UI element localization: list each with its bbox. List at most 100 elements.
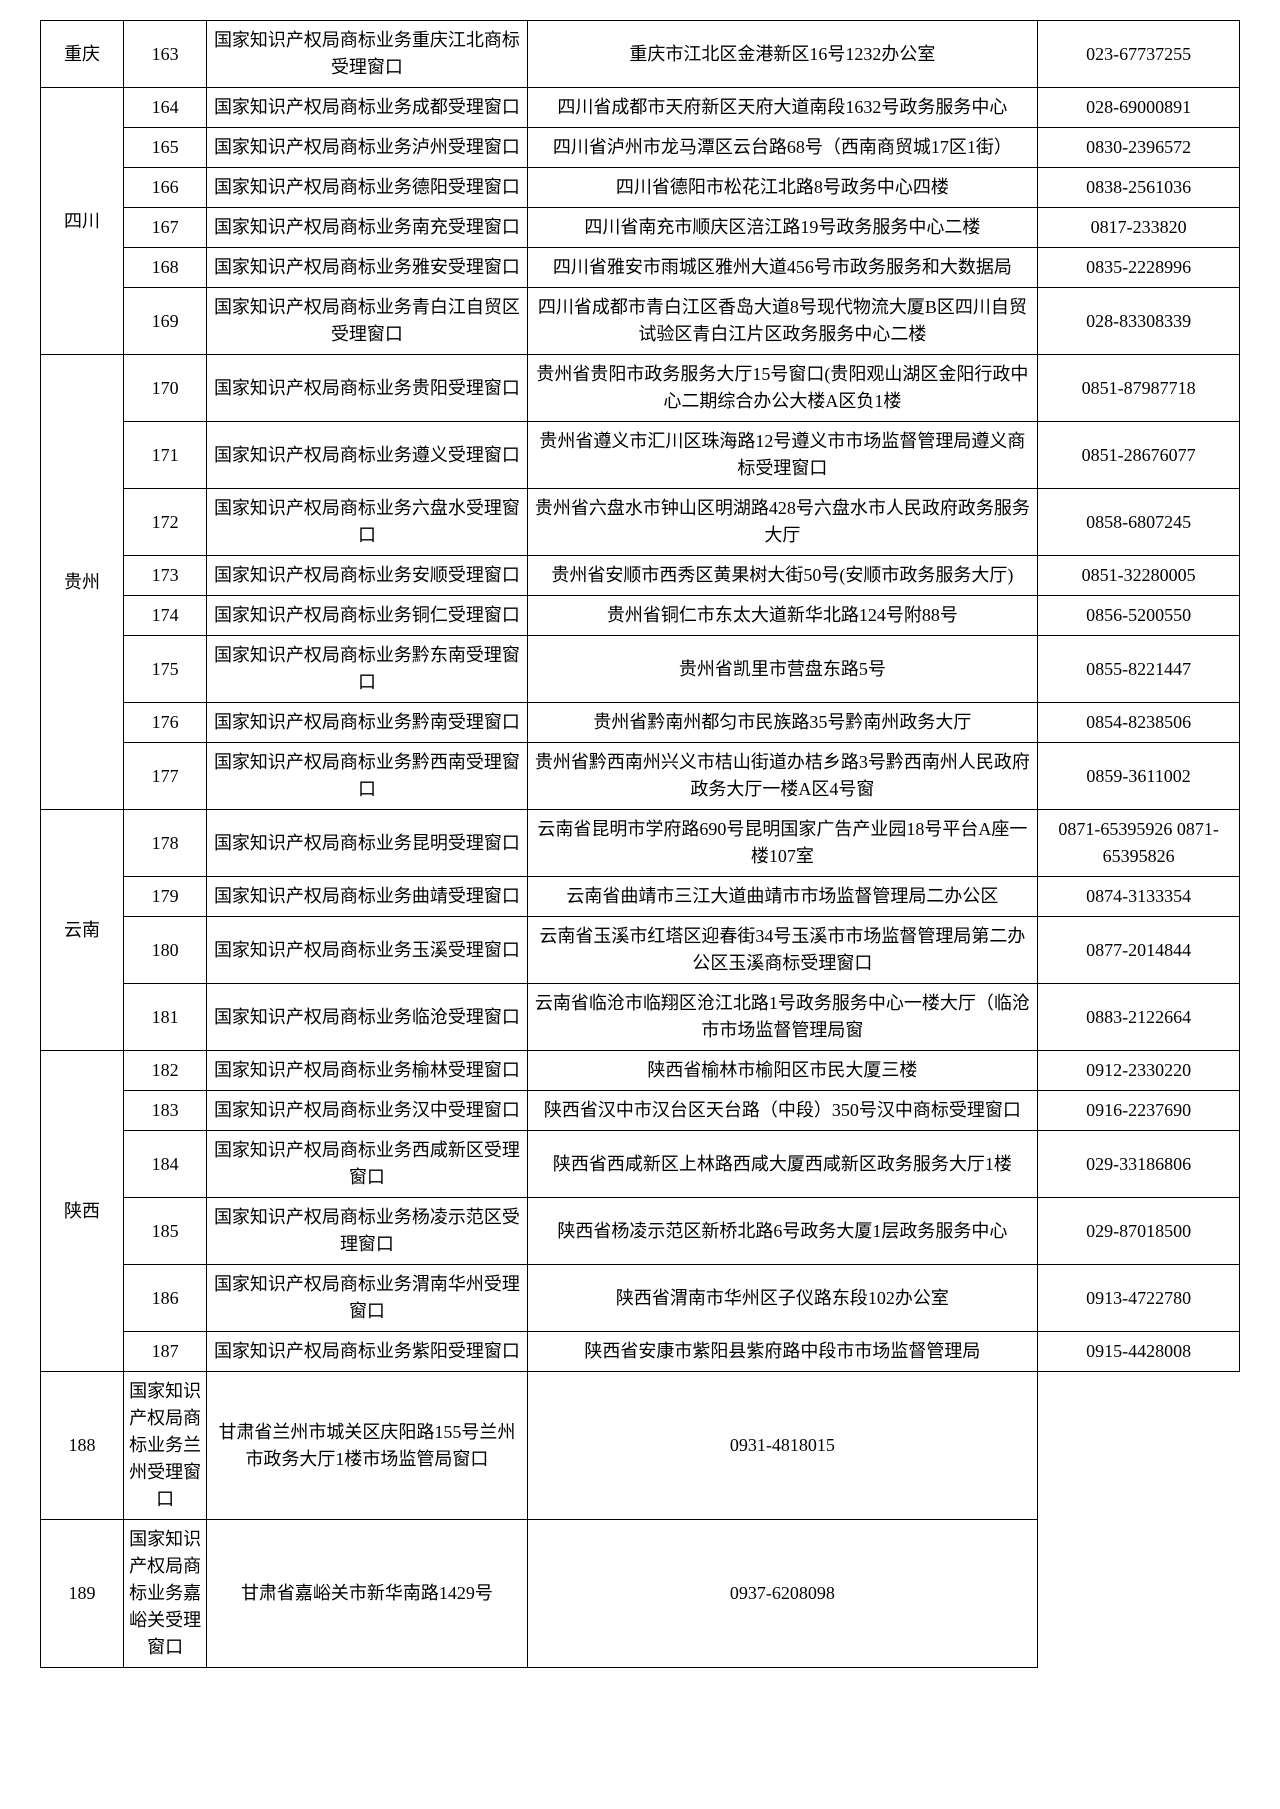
phone-cell: 0838-2561036 (1038, 168, 1240, 208)
address-cell: 云南省昆明市学府路690号昆明国家广告产业园18号平台A座一楼107室 (527, 810, 1037, 877)
address-cell: 贵州省遵义市汇川区珠海路12号遵义市市场监督管理局遵义商标受理窗口 (527, 422, 1037, 489)
table-row: 165国家知识产权局商标业务泸州受理窗口四川省泸州市龙马潭区云台路68号（西南商… (41, 128, 1240, 168)
number-cell: 172 (124, 489, 207, 556)
table-row: 169国家知识产权局商标业务青白江自贸区受理窗口四川省成都市青白江区香岛大道8号… (41, 288, 1240, 355)
address-cell: 四川省泸州市龙马潭区云台路68号（西南商贸城17区1街） (527, 128, 1037, 168)
address-cell: 贵州省凯里市营盘东路5号 (527, 636, 1037, 703)
address-cell: 陕西省杨凌示范区新桥北路6号政务大厦1层政务服务中心 (527, 1198, 1037, 1265)
phone-cell: 0851-87987718 (1038, 355, 1240, 422)
office-name-cell: 国家知识产权局商标业务黔南受理窗口 (207, 703, 528, 743)
phone-cell: 0855-8221447 (1038, 636, 1240, 703)
province-cell: 四川 (41, 88, 124, 355)
office-name-cell: 国家知识产权局商标业务兰州受理窗口 (124, 1372, 207, 1520)
table-row: 186国家知识产权局商标业务渭南华州受理窗口陕西省渭南市华州区子仪路东段102办… (41, 1265, 1240, 1332)
office-name-cell: 国家知识产权局商标业务玉溪受理窗口 (207, 917, 528, 984)
table-row: 167国家知识产权局商标业务南充受理窗口四川省南充市顺庆区涪江路19号政务服务中… (41, 208, 1240, 248)
office-name-cell: 国家知识产权局商标业务临沧受理窗口 (207, 984, 528, 1051)
number-cell: 181 (124, 984, 207, 1051)
number-cell: 169 (124, 288, 207, 355)
trademark-office-table: 重庆163国家知识产权局商标业务重庆江北商标受理窗口重庆市江北区金港新区16号1… (40, 20, 1240, 1668)
table-row: 172国家知识产权局商标业务六盘水受理窗口贵州省六盘水市钟山区明湖路428号六盘… (41, 489, 1240, 556)
office-name-cell: 国家知识产权局商标业务西咸新区受理窗口 (207, 1131, 528, 1198)
phone-cell: 0856-5200550 (1038, 596, 1240, 636)
table-row: 189国家知识产权局商标业务嘉峪关受理窗口甘肃省嘉峪关市新华南路1429号093… (41, 1520, 1240, 1668)
number-cell: 184 (124, 1131, 207, 1198)
number-cell: 166 (124, 168, 207, 208)
address-cell: 四川省德阳市松花江北路8号政务中心四楼 (527, 168, 1037, 208)
office-name-cell: 国家知识产权局商标业务六盘水受理窗口 (207, 489, 528, 556)
number-cell: 176 (124, 703, 207, 743)
number-cell: 178 (124, 810, 207, 877)
address-cell: 四川省雅安市雨城区雅州大道456号市政务服务和大数据局 (527, 248, 1037, 288)
phone-cell: 028-83308339 (1038, 288, 1240, 355)
phone-cell: 0877-2014844 (1038, 917, 1240, 984)
address-cell: 云南省临沧市临翔区沧江北路1号政务服务中心一楼大厅（临沧市市场监督管理局窗 (527, 984, 1037, 1051)
number-cell: 164 (124, 88, 207, 128)
table-row: 176国家知识产权局商标业务黔南受理窗口贵州省黔南州都匀市民族路35号黔南州政务… (41, 703, 1240, 743)
table-row: 166国家知识产权局商标业务德阳受理窗口四川省德阳市松花江北路8号政务中心四楼0… (41, 168, 1240, 208)
table-row: 184国家知识产权局商标业务西咸新区受理窗口陕西省西咸新区上林路西咸大厦西咸新区… (41, 1131, 1240, 1198)
address-cell: 陕西省渭南市华州区子仪路东段102办公室 (527, 1265, 1037, 1332)
address-cell: 四川省南充市顺庆区涪江路19号政务服务中心二楼 (527, 208, 1037, 248)
office-name-cell: 国家知识产权局商标业务黔西南受理窗口 (207, 743, 528, 810)
table-row: 188国家知识产权局商标业务兰州受理窗口甘肃省兰州市城关区庆阳路155号兰州市政… (41, 1372, 1240, 1520)
office-name-cell: 国家知识产权局商标业务遵义受理窗口 (207, 422, 528, 489)
number-cell: 182 (124, 1051, 207, 1091)
address-cell: 陕西省西咸新区上林路西咸大厦西咸新区政务服务大厅1楼 (527, 1131, 1037, 1198)
address-cell: 四川省成都市青白江区香岛大道8号现代物流大厦B区四川自贸试验区青白江片区政务服务… (527, 288, 1037, 355)
office-name-cell: 国家知识产权局商标业务汉中受理窗口 (207, 1091, 528, 1131)
number-cell: 173 (124, 556, 207, 596)
office-name-cell: 国家知识产权局商标业务嘉峪关受理窗口 (124, 1520, 207, 1668)
phone-cell: 0937-6208098 (527, 1520, 1037, 1668)
number-cell: 179 (124, 877, 207, 917)
address-cell: 贵州省贵阳市政务服务大厅15号窗口(贵阳观山湖区金阳行政中心二期综合办公大楼A区… (527, 355, 1037, 422)
phone-cell: 0851-28676077 (1038, 422, 1240, 489)
office-name-cell: 国家知识产权局商标业务泸州受理窗口 (207, 128, 528, 168)
province-cell: 云南 (41, 810, 124, 1051)
table-row: 175国家知识产权局商标业务黔东南受理窗口贵州省凯里市营盘东路5号0855-82… (41, 636, 1240, 703)
address-cell: 陕西省安康市紫阳县紫府路中段市市场监督管理局 (527, 1332, 1037, 1372)
phone-cell: 0830-2396572 (1038, 128, 1240, 168)
phone-cell: 0931-4818015 (527, 1372, 1037, 1520)
phone-cell: 0871-65395926 0871-65395826 (1038, 810, 1240, 877)
office-name-cell: 国家知识产权局商标业务贵阳受理窗口 (207, 355, 528, 422)
table-row: 187国家知识产权局商标业务紫阳受理窗口陕西省安康市紫阳县紫府路中段市市场监督管… (41, 1332, 1240, 1372)
table-row: 173国家知识产权局商标业务安顺受理窗口贵州省安顺市西秀区黄果树大街50号(安顺… (41, 556, 1240, 596)
table-row: 171国家知识产权局商标业务遵义受理窗口贵州省遵义市汇川区珠海路12号遵义市市场… (41, 422, 1240, 489)
table-row: 陕西182国家知识产权局商标业务榆林受理窗口陕西省榆林市榆阳区市民大厦三楼091… (41, 1051, 1240, 1091)
office-name-cell: 国家知识产权局商标业务南充受理窗口 (207, 208, 528, 248)
address-cell: 云南省玉溪市红塔区迎春街34号玉溪市市场监督管理局第二办公区玉溪商标受理窗口 (527, 917, 1037, 984)
phone-cell: 028-69000891 (1038, 88, 1240, 128)
table-container: 重庆163国家知识产权局商标业务重庆江北商标受理窗口重庆市江北区金港新区16号1… (40, 20, 1240, 1668)
office-name-cell: 国家知识产权局商标业务杨凌示范区受理窗口 (207, 1198, 528, 1265)
phone-cell: 0859-3611002 (1038, 743, 1240, 810)
number-cell: 180 (124, 917, 207, 984)
address-cell: 贵州省黔西南州兴义市桔山街道办桔乡路3号黔西南州人民政府政务大厅一楼A区4号窗 (527, 743, 1037, 810)
table-row: 177国家知识产权局商标业务黔西南受理窗口贵州省黔西南州兴义市桔山街道办桔乡路3… (41, 743, 1240, 810)
phone-cell: 029-87018500 (1038, 1198, 1240, 1265)
table-row: 185国家知识产权局商标业务杨凌示范区受理窗口陕西省杨凌示范区新桥北路6号政务大… (41, 1198, 1240, 1265)
number-cell: 177 (124, 743, 207, 810)
number-cell: 183 (124, 1091, 207, 1131)
table-row: 四川164国家知识产权局商标业务成都受理窗口四川省成都市天府新区天府大道南段16… (41, 88, 1240, 128)
office-name-cell: 国家知识产权局商标业务德阳受理窗口 (207, 168, 528, 208)
office-name-cell: 国家知识产权局商标业务成都受理窗口 (207, 88, 528, 128)
number-cell: 185 (124, 1198, 207, 1265)
address-cell: 云南省曲靖市三江大道曲靖市市场监督管理局二办公区 (527, 877, 1037, 917)
province-cell: 陕西 (41, 1051, 124, 1372)
table-row: 181国家知识产权局商标业务临沧受理窗口云南省临沧市临翔区沧江北路1号政务服务中… (41, 984, 1240, 1051)
address-cell: 陕西省榆林市榆阳区市民大厦三楼 (527, 1051, 1037, 1091)
office-name-cell: 国家知识产权局商标业务重庆江北商标受理窗口 (207, 21, 528, 88)
province-cell: 重庆 (41, 21, 124, 88)
office-name-cell: 国家知识产权局商标业务黔东南受理窗口 (207, 636, 528, 703)
office-name-cell: 国家知识产权局商标业务雅安受理窗口 (207, 248, 528, 288)
address-cell: 贵州省黔南州都匀市民族路35号黔南州政务大厅 (527, 703, 1037, 743)
address-cell: 重庆市江北区金港新区16号1232办公室 (527, 21, 1037, 88)
phone-cell: 0883-2122664 (1038, 984, 1240, 1051)
table-row: 180国家知识产权局商标业务玉溪受理窗口云南省玉溪市红塔区迎春街34号玉溪市市场… (41, 917, 1240, 984)
phone-cell: 0858-6807245 (1038, 489, 1240, 556)
number-cell: 189 (41, 1520, 124, 1668)
phone-cell: 0874-3133354 (1038, 877, 1240, 917)
office-name-cell: 国家知识产权局商标业务紫阳受理窗口 (207, 1332, 528, 1372)
number-cell: 186 (124, 1265, 207, 1332)
